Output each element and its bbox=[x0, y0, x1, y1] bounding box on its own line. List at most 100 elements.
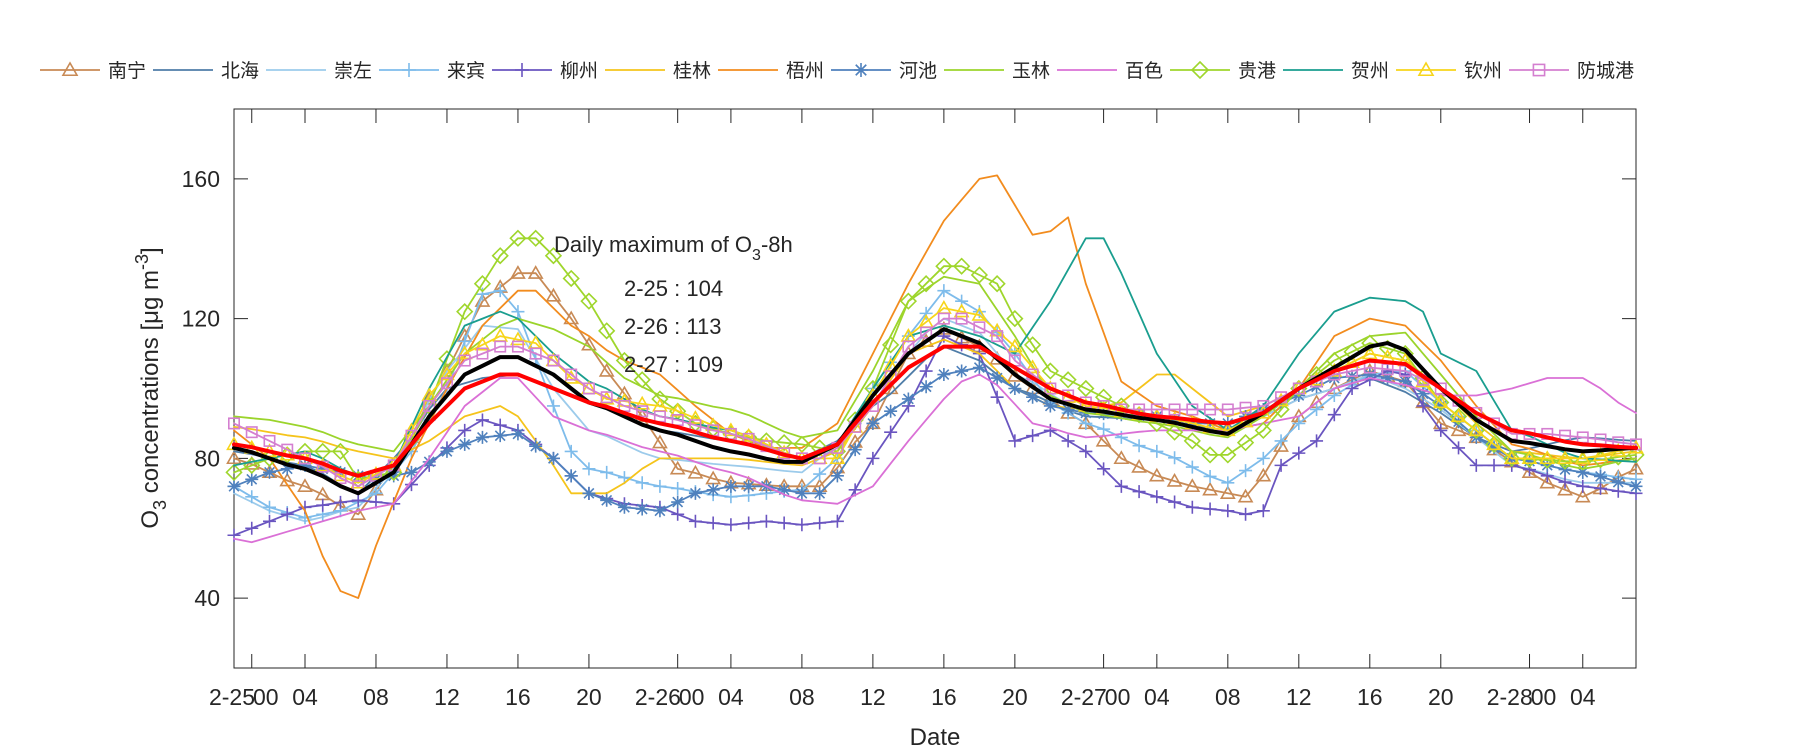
data-point-marker bbox=[854, 63, 868, 77]
data-point-marker bbox=[564, 444, 578, 458]
data-point-marker bbox=[1532, 63, 1546, 77]
x-tick-label: 20 bbox=[1428, 684, 1454, 710]
legend-item: 崇左 bbox=[266, 60, 372, 82]
data-point-marker bbox=[1256, 402, 1270, 416]
data-point-marker bbox=[1219, 485, 1236, 499]
data-point-marker bbox=[635, 502, 649, 516]
x-tick-label: 04 bbox=[1570, 684, 1596, 710]
x-tick-label: 2-25 bbox=[209, 684, 255, 710]
data-point-marker bbox=[795, 518, 809, 532]
data-point-marker bbox=[635, 476, 649, 490]
data-point-marker bbox=[1168, 451, 1182, 465]
data-point-marker bbox=[1256, 504, 1270, 518]
data-point-marker bbox=[333, 495, 347, 509]
data-point-marker bbox=[920, 326, 933, 339]
data-point-marker bbox=[1113, 450, 1130, 465]
x-tick-label: 08 bbox=[1215, 684, 1241, 710]
annotation-line-3: 2-27 : 109 bbox=[624, 352, 723, 377]
data-point-marker bbox=[1221, 403, 1234, 416]
data-point-marker bbox=[971, 307, 988, 321]
data-point-marker bbox=[297, 478, 313, 493]
series-lines bbox=[225, 174, 1645, 599]
data-point-marker bbox=[813, 516, 827, 530]
legend: 南宁 北海 崇左 来宾 柳州 桂林 梧州 河池 玉林 百色 贵港 贺州 钦州 防城港 bbox=[40, 60, 1634, 82]
data-point-marker bbox=[423, 399, 436, 412]
data-point-marker bbox=[1239, 464, 1253, 478]
data-point-marker bbox=[1185, 460, 1199, 474]
data-point-marker bbox=[529, 439, 543, 453]
y-tick-label: 40 bbox=[194, 585, 220, 611]
data-point-marker bbox=[458, 423, 472, 437]
data-point-marker bbox=[1203, 469, 1217, 483]
data-point-marker bbox=[458, 437, 472, 451]
data-point-marker bbox=[280, 462, 294, 476]
data-point-marker bbox=[1450, 422, 1467, 437]
data-point-marker bbox=[671, 507, 685, 521]
data-point-marker bbox=[919, 364, 933, 378]
legend-item: 北海 bbox=[153, 60, 259, 82]
data-point-marker bbox=[1452, 441, 1466, 455]
legend-item: 南宁 bbox=[40, 60, 146, 82]
legend-item: 贺州 bbox=[1283, 60, 1389, 82]
data-point-marker bbox=[1432, 393, 1450, 412]
data-point-marker bbox=[456, 303, 474, 321]
data-point-marker bbox=[1221, 504, 1235, 518]
data-point-marker bbox=[955, 364, 969, 378]
data-point-marker bbox=[1221, 476, 1235, 490]
data-point-marker bbox=[280, 507, 294, 521]
x-tick-label: 04 bbox=[1144, 684, 1170, 710]
data-point-marker bbox=[510, 331, 526, 346]
data-point-marker bbox=[991, 330, 1004, 343]
data-point-marker bbox=[1077, 379, 1095, 398]
x-tick-label: 16 bbox=[505, 684, 531, 710]
data-point-marker bbox=[1006, 309, 1024, 328]
data-point-marker bbox=[937, 368, 951, 382]
data-point-marker bbox=[263, 434, 276, 447]
data-point-marker bbox=[598, 322, 616, 340]
x-tick-label: 12 bbox=[434, 684, 460, 710]
data-point-marker bbox=[1254, 421, 1272, 440]
y-tick-label: 120 bbox=[182, 306, 220, 332]
data-point-marker bbox=[1183, 432, 1201, 450]
data-point-marker bbox=[1487, 458, 1501, 472]
data-point-marker bbox=[1041, 362, 1059, 380]
series-line-贵港 bbox=[233, 237, 1637, 481]
data-point-marker bbox=[884, 425, 898, 439]
data-point-marker bbox=[1097, 462, 1111, 476]
data-point-marker bbox=[334, 472, 347, 485]
series-line-贺州 bbox=[233, 237, 1637, 477]
data-point-marker bbox=[228, 417, 241, 430]
data-point-marker bbox=[1503, 449, 1521, 468]
data-point-marker bbox=[1239, 401, 1252, 414]
legend-label: 贺州 bbox=[1351, 60, 1389, 82]
data-point-marker bbox=[1539, 450, 1556, 465]
data-point-marker bbox=[515, 63, 529, 77]
data-point-marker bbox=[387, 469, 401, 483]
data-point-marker bbox=[456, 345, 473, 360]
annotation-line-2: 2-26 : 113 bbox=[624, 314, 721, 339]
legend-item: 桂林 bbox=[605, 60, 711, 82]
annotation-title: Daily maximum of O3-8h bbox=[554, 232, 793, 264]
data-point-marker bbox=[688, 486, 702, 500]
data-point-marker bbox=[919, 306, 933, 320]
data-point-marker bbox=[1361, 345, 1378, 360]
data-point-marker bbox=[1274, 458, 1288, 472]
data-point-marker bbox=[1237, 488, 1254, 503]
data-point-marker bbox=[830, 514, 844, 528]
data-point-marker bbox=[582, 462, 596, 476]
data-point-marker bbox=[901, 392, 915, 406]
data-point-marker bbox=[882, 336, 900, 354]
data-point-marker bbox=[688, 514, 702, 528]
data-point-marker bbox=[671, 481, 685, 495]
data-point-marker bbox=[563, 310, 580, 325]
legend-item: 贵港 bbox=[1170, 60, 1276, 82]
data-point-marker bbox=[848, 443, 862, 457]
data-point-marker bbox=[511, 340, 524, 353]
x-tick-label: 2-28 bbox=[1487, 684, 1533, 710]
data-point-marker bbox=[884, 404, 898, 418]
data-point-marker bbox=[633, 371, 651, 389]
data-point-marker bbox=[440, 377, 453, 390]
x-tick-label: 20 bbox=[1002, 684, 1028, 710]
data-point-marker bbox=[1059, 371, 1077, 389]
